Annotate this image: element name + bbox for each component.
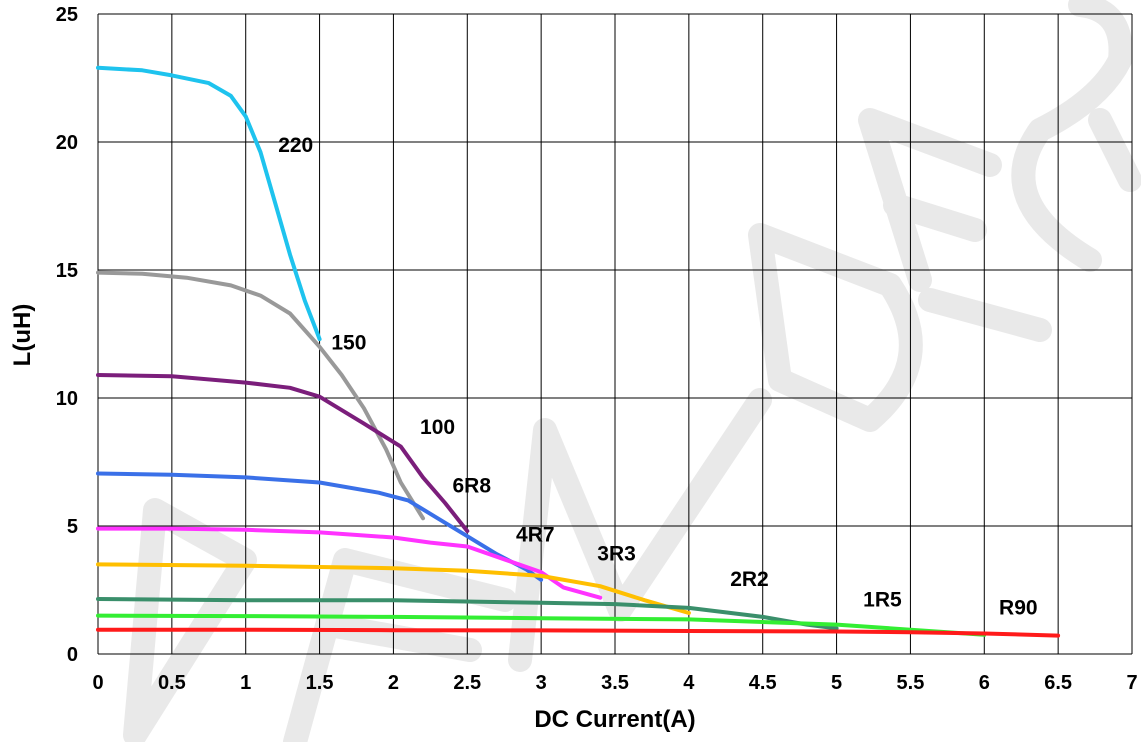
series-label-4r7: 4R7	[516, 523, 555, 546]
x-tick-label: 3.5	[601, 672, 629, 694]
x-tick-label: 7	[1126, 672, 1137, 694]
series-label-2r2: 2R2	[730, 568, 769, 591]
series-line-150	[96, 270, 425, 521]
series-label-3r3: 3R3	[597, 543, 636, 566]
series-line-100	[96, 373, 470, 534]
y-tick-label: 25	[56, 4, 78, 26]
x-tick-label: 4.5	[749, 672, 777, 694]
x-tick-label: 5	[831, 672, 842, 694]
x-tick-label: 1	[240, 672, 251, 694]
grid-lines	[97, 13, 1133, 655]
x-tick-label: 1.5	[306, 672, 334, 694]
x-tick-label: 0	[92, 672, 103, 694]
series-line-1r5	[96, 613, 987, 637]
series-label-1r5: 1R5	[863, 589, 902, 612]
series-labels: 220 150 100 6R8 4R7 3R3 2R2 1R5 R90	[278, 134, 1037, 619]
x-axis-title: DC Current(A)	[534, 706, 695, 733]
x-tick-label: 0.5	[158, 672, 186, 694]
y-axis-title: L(uH)	[9, 304, 36, 367]
series-line-r90	[96, 627, 1061, 638]
x-tick-label: 6.5	[1044, 672, 1072, 694]
x-tick-label: 2	[388, 672, 399, 694]
series-label-150: 150	[331, 331, 366, 354]
y-axis-tick-labels: 0 5 10 15 20 25	[56, 4, 78, 666]
x-tick-label: 3	[536, 672, 547, 694]
series-label-r90: R90	[999, 596, 1038, 619]
x-tick-label: 2.5	[453, 672, 481, 694]
x-tick-label: 5.5	[897, 672, 925, 694]
y-tick-label: 15	[56, 260, 78, 282]
y-tick-label: 20	[56, 132, 78, 154]
y-tick-label: 5	[67, 516, 78, 538]
x-axis-tick-labels: 0 0.5 1 1.5 2 2.5 3 3.5 4 4.5 5 5.5 6 6.5 7	[92, 672, 1137, 694]
series-lines	[96, 65, 1061, 638]
series-label-220: 220	[278, 134, 313, 157]
series-line-3r3	[96, 562, 691, 615]
y-tick-label: 0	[67, 644, 78, 666]
x-tick-label: 6	[979, 672, 990, 694]
series-label-100: 100	[420, 416, 455, 439]
x-tick-label: 4	[683, 672, 695, 694]
series-line-220	[96, 65, 322, 342]
y-tick-label: 10	[56, 388, 78, 410]
series-label-6r8: 6R8	[453, 475, 492, 498]
